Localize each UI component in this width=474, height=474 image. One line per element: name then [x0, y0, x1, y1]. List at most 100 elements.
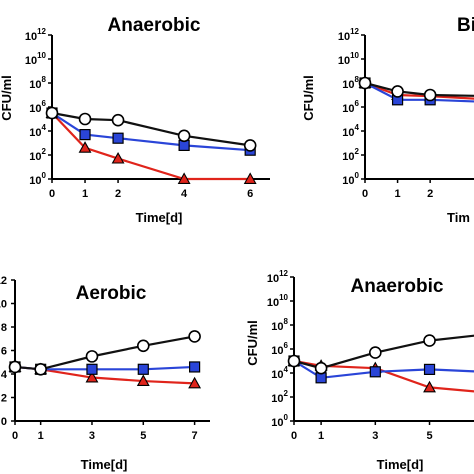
panel-c-x-tick-label: 3 — [89, 430, 95, 442]
panel-c-title: Aerobic — [76, 283, 147, 304]
panel-c: Aerobic Time[d] 0 2 4 6 8 10 12 0 1 3 5 7 — [0, 275, 210, 472]
panel-d-point-black — [314, 361, 328, 375]
panel-c-point-black — [34, 362, 47, 376]
panel-c-point-black — [188, 330, 201, 343]
panel-a-point-blue — [112, 132, 124, 144]
panel-a-y-tick-label: 100 — [29, 171, 46, 187]
panel-a-point-black — [243, 139, 257, 152]
panel-a-x-tick-label: 4 — [181, 188, 188, 200]
panel-b-plot: 100 102 104 106 108 1010 1012 0 1 2 — [338, 27, 474, 200]
panel-d-y-tick-label: 1012 — [267, 269, 289, 285]
panel-c-x-tick-label: 1 — [38, 430, 44, 442]
panel-b-line-black — [364, 81, 474, 97]
panel-c-point-red — [188, 376, 202, 389]
panel-d-y-tick-label: 102 — [271, 389, 288, 405]
panel-c-x-tick-label: 7 — [192, 430, 198, 442]
panel-b-title: Bi — [457, 15, 474, 36]
panel-c-x-tick-label: 5 — [140, 430, 146, 442]
panel-d-x-tick-label: 1 — [318, 430, 324, 442]
panel-a-point-black — [78, 112, 92, 126]
panel-a-point-black — [111, 113, 125, 127]
panel-a-y-tick-label: 104 — [29, 123, 46, 139]
panel-c-point-blue — [189, 361, 201, 373]
panel-b-point-black — [358, 76, 372, 90]
panel-a-point-red — [243, 172, 257, 184]
panel-d-point-blue — [423, 363, 436, 375]
panel-c-point-blue — [137, 363, 149, 375]
panel-d-point-red — [423, 380, 436, 393]
panel-d-y-tick-label: 106 — [271, 341, 288, 357]
panel-b-point-black — [391, 85, 404, 98]
panel-c-point-black — [85, 350, 99, 363]
panel-d-point-black — [423, 334, 436, 347]
panel-d-xlabel: Time[d] — [377, 457, 424, 472]
panel-c-plot: 0 2 4 6 8 10 12 0 1 3 5 7 — [0, 275, 210, 442]
panel-d-point-black — [369, 346, 382, 359]
panel-d-y-tick-label: 1010 — [267, 293, 289, 309]
panel-c-y-tick-label: 2 — [1, 393, 7, 405]
panel-c-point-black — [8, 360, 22, 374]
panel-b: Bi Tim CFU/ml 100 102 104 106 108 1010 1012 0 1 2 — [301, 15, 474, 225]
panel-a-point-red — [78, 141, 92, 153]
panel-d-plot: 100 102 104 106 108 1010 1012 0 1 3 5 — [267, 269, 474, 442]
panel-a-point-red — [177, 172, 191, 184]
panel-c-y-tick-label: 12 — [0, 275, 7, 287]
panel-c-y-tick-label: 10 — [0, 299, 7, 311]
panel-b-ylabel: CFU/ml — [301, 75, 316, 121]
panel-b-y-tick-label: 106 — [342, 99, 359, 115]
panel-c-point-red — [136, 374, 150, 387]
panel-d-point-black — [287, 354, 301, 368]
panel-a-point-black — [177, 129, 191, 143]
panel-d: Anaerobic Time[d] CFU/ml 100 102 104 106 108… — [245, 269, 474, 472]
panel-d-y-tick-label: 100 — [271, 413, 288, 429]
panel-c-y-tick-label: 6 — [1, 346, 7, 358]
panel-d-y-tick-label: 108 — [271, 317, 288, 333]
panel-b-line-red — [364, 81, 474, 100]
panel-a-title: Anaerobic — [108, 15, 201, 36]
panel-a-point-red — [111, 151, 125, 164]
panel-b-y-tick-label: 104 — [342, 123, 359, 139]
panel-a-point-black — [45, 106, 59, 120]
panel-b-x-tick-label: 0 — [362, 188, 368, 200]
panel-d-x-tick-label: 3 — [372, 430, 378, 442]
panel-d-point-blue — [369, 366, 381, 378]
panel-b-y-tick-label: 100 — [342, 171, 359, 187]
panel-a-x-tick-label: 1 — [82, 188, 88, 200]
panel-c-y-tick-label: 4 — [1, 369, 8, 381]
panel-a: Anaerobic Time[d] CFU/ml 100102104106108… — [0, 15, 270, 225]
panel-a-y-tick-label: 1010 — [25, 51, 47, 67]
panel-b-xlabel: Tim — [447, 210, 470, 225]
panel-a-x-tick-label: 2 — [115, 188, 121, 200]
panel-a-x-tick-label: 6 — [247, 188, 253, 200]
panel-b-x-tick-label: 1 — [395, 188, 401, 200]
panel-c-point-red — [85, 370, 99, 383]
panel-a-y-tick-label: 102 — [29, 147, 46, 163]
panel-d-title: Anaerobic — [351, 276, 444, 297]
panel-b-y-tick-label: 1010 — [338, 51, 360, 67]
panel-b-line-blue — [364, 82, 474, 103]
panel-b-y-tick-label: 102 — [342, 147, 359, 163]
panel-d-y-tick-label: 104 — [271, 365, 288, 381]
panel-c-x-tick-label: 0 — [12, 430, 18, 442]
panel-a-xlabel: Time[d] — [136, 210, 183, 225]
panel-c-point-blue — [86, 363, 98, 375]
panel-c-point-black — [136, 339, 150, 353]
panel-c-xlabel: Time[d] — [81, 457, 128, 472]
panel-a-point-blue — [79, 129, 91, 141]
panel-b-y-tick-label: 1012 — [338, 27, 360, 43]
panel-a-plot: 100 102 104 106 108 1010 1012 0 1 2 4 6 — [25, 27, 270, 200]
panel-a-x-tick-label: 0 — [49, 188, 55, 200]
panel-a-y-tick-label: 106 — [29, 99, 46, 115]
panel-c-y-tick-label: 8 — [1, 322, 7, 334]
panel-b-x-tick-label: 2 — [427, 188, 433, 200]
panel-c-y-tick-label: 0 — [1, 416, 7, 428]
panel-b-y-tick-label: 108 — [342, 75, 359, 91]
panel-d-x-tick-label: 0 — [291, 430, 297, 442]
panel-a-ylabel: CFU/ml — [0, 75, 14, 121]
panel-d-x-tick-label: 5 — [426, 430, 432, 442]
panel-d-ylabel: CFU/ml — [245, 320, 260, 366]
panel-a-y-tick-label: 1012 — [25, 27, 47, 43]
panel-b-point-black — [423, 88, 437, 102]
panel-a-y-tick-label: 108 — [29, 75, 46, 91]
